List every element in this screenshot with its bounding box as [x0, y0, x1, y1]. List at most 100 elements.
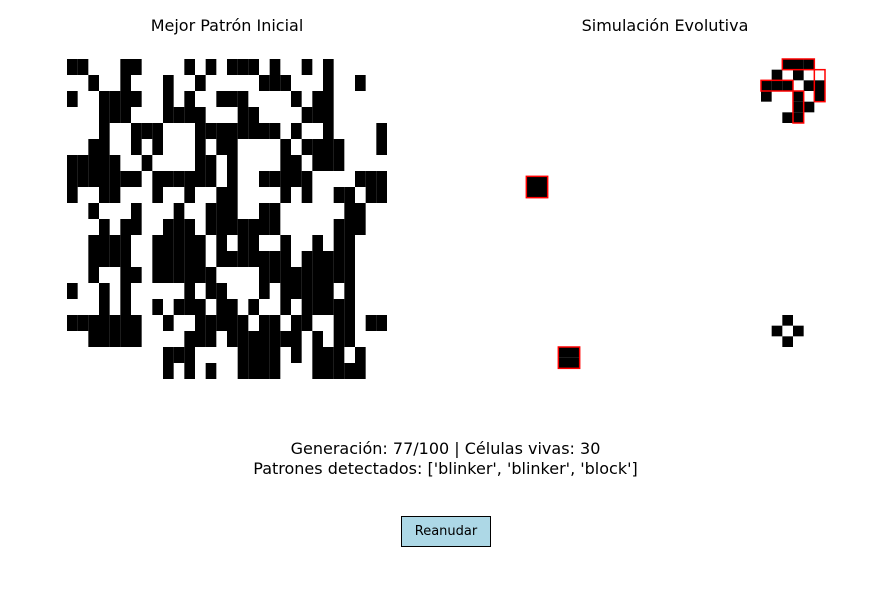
initial-cell [216, 203, 227, 219]
initial-cell [365, 171, 377, 187]
initial-cell [323, 59, 334, 75]
live-cell [761, 91, 772, 102]
initial-cell [259, 267, 270, 283]
initial-cell [173, 219, 185, 235]
initial-cell [184, 91, 195, 107]
initial-cell [216, 187, 227, 203]
initial-cell [323, 347, 334, 363]
initial-cell [333, 299, 345, 315]
initial-cell [184, 363, 195, 379]
initial-pattern-title: Mejor Patrón Inicial [150, 16, 304, 35]
initial-cell [120, 283, 131, 299]
initial-cell [184, 283, 195, 299]
initial-cell [291, 155, 302, 171]
initial-cell [88, 235, 99, 251]
initial-cell [195, 299, 206, 315]
initial-cell [109, 155, 121, 171]
live-cell [537, 176, 548, 187]
initial-cell [323, 123, 334, 139]
initial-cell [323, 75, 334, 91]
initial-cell [173, 235, 185, 251]
initial-cell [259, 363, 270, 379]
initial-cell [301, 299, 313, 315]
initial-cell [120, 235, 131, 251]
initial-cell [216, 139, 227, 155]
initial-cell [291, 91, 302, 107]
initial-cell [205, 315, 217, 331]
initial-cell [333, 219, 345, 235]
initial-cell [163, 251, 174, 267]
initial-cell [237, 219, 249, 235]
initial-cell [131, 123, 142, 139]
pattern-highlight-block [525, 175, 549, 199]
initial-cell [344, 187, 355, 203]
initial-cell [195, 155, 206, 171]
initial-cell [99, 155, 110, 171]
initial-cell [269, 251, 281, 267]
initial-cell [109, 171, 121, 187]
initial-cell [131, 171, 142, 187]
initial-cell [291, 347, 302, 363]
initial-cell [131, 139, 142, 155]
simulation-title: Simulación Evolutiva [581, 16, 749, 35]
initial-cell [131, 315, 142, 331]
initial-cell [291, 331, 302, 347]
initial-cell [67, 91, 78, 107]
initial-cell [301, 59, 313, 75]
initial-cell [99, 187, 110, 203]
initial-cell [216, 235, 227, 251]
initial-cell [365, 187, 377, 203]
initial-cell [88, 155, 99, 171]
initial-cell [280, 187, 291, 203]
initial-cell [184, 187, 195, 203]
initial-cell [120, 331, 131, 347]
resume-button[interactable]: Reanudar [401, 516, 491, 547]
initial-cell [216, 251, 227, 267]
initial-cell [376, 139, 387, 155]
initial-cell [259, 171, 270, 187]
initial-cell [280, 75, 291, 91]
initial-cell [109, 107, 121, 123]
initial-cell [333, 363, 345, 379]
initial-cell [99, 315, 110, 331]
initial-cell [312, 91, 323, 107]
pattern-highlight-blinker [781, 58, 816, 71]
initial-cell [77, 171, 89, 187]
initial-cell [259, 283, 270, 299]
live-cell [793, 91, 804, 102]
initial-cell [152, 267, 163, 283]
initial-cell [248, 219, 259, 235]
initial-cell [216, 219, 227, 235]
initial-cell [163, 91, 174, 107]
initial-cell [259, 123, 270, 139]
initial-cell [99, 299, 110, 315]
initial-cell [163, 171, 174, 187]
initial-cell [109, 251, 121, 267]
initial-cell [227, 155, 238, 171]
initial-cell [301, 171, 313, 187]
initial-cell [195, 315, 206, 331]
initial-cell [205, 171, 217, 187]
initial-cell [227, 315, 238, 331]
initial-cell [333, 347, 345, 363]
simulation-grid [525, 58, 826, 370]
initial-cell [237, 107, 249, 123]
initial-cell [248, 299, 259, 315]
initial-cell [88, 203, 99, 219]
initial-cell [152, 171, 163, 187]
initial-cell [99, 251, 110, 267]
initial-cell [152, 139, 163, 155]
initial-cell [120, 75, 131, 91]
initial-cell [237, 59, 249, 75]
initial-cell [163, 347, 174, 363]
live-cell [771, 80, 783, 91]
initial-cell [355, 75, 366, 91]
initial-cell [184, 219, 195, 235]
initial-cell [312, 283, 323, 299]
initial-cell [365, 315, 377, 331]
initial-cell [173, 347, 185, 363]
initial-cell [163, 267, 174, 283]
initial-cell [312, 139, 323, 155]
initial-cell [227, 139, 238, 155]
initial-cell [120, 299, 131, 315]
